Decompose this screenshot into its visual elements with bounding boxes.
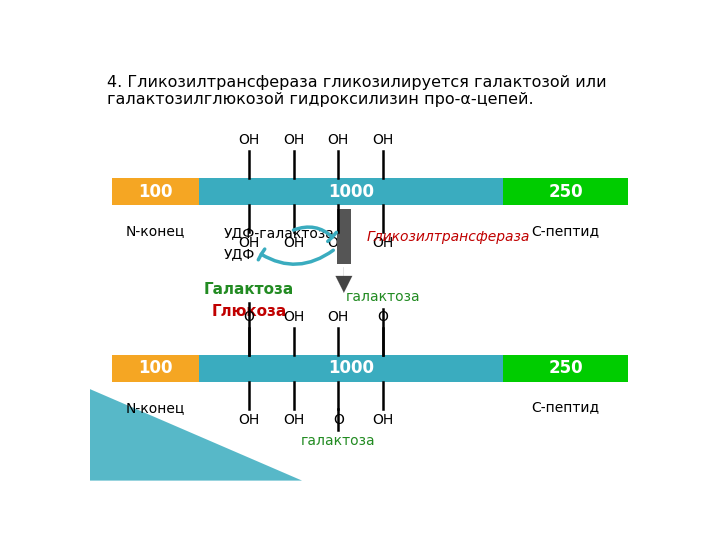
FancyArrowPatch shape (294, 227, 336, 241)
Text: галактозилглюкозой гидроксилизин про-α-цепей.: галактозилглюкозой гидроксилизин про-α-ц… (107, 92, 534, 107)
Text: 100: 100 (138, 183, 173, 201)
Text: 4. Гликозилтрансфераза гликозилируется галактозой или: 4. Гликозилтрансфераза гликозилируется г… (107, 75, 606, 90)
Text: 1000: 1000 (328, 183, 374, 201)
Text: 100: 100 (138, 359, 173, 377)
Bar (112, 178, 199, 205)
Text: O: O (377, 309, 388, 323)
Bar (199, 178, 503, 205)
Text: 250: 250 (549, 359, 583, 377)
Text: ОН: ОН (283, 237, 305, 251)
Bar (112, 355, 199, 382)
FancyArrowPatch shape (258, 249, 333, 264)
Text: N-конец: N-конец (126, 224, 185, 238)
Text: OH: OH (238, 413, 260, 427)
Text: ОН: ОН (283, 133, 305, 147)
Text: УДФ-галактоза: УДФ-галактоза (224, 226, 335, 240)
Polygon shape (90, 389, 302, 481)
Text: O: O (333, 413, 343, 427)
Text: ОН: ОН (372, 133, 394, 147)
Bar (503, 355, 629, 382)
Text: галактоза: галактоза (346, 290, 420, 304)
Bar (503, 178, 629, 205)
Text: O: O (243, 309, 254, 323)
Text: C-пептид: C-пептид (531, 401, 600, 415)
Text: OH: OH (328, 309, 349, 323)
Text: N-конец: N-конец (126, 401, 185, 415)
Text: OH: OH (372, 413, 394, 427)
Text: C-пептид: C-пептид (531, 224, 600, 238)
Text: OH: OH (283, 309, 305, 323)
Text: ОН: ОН (328, 237, 349, 251)
Text: ОН: ОН (238, 133, 260, 147)
Text: 250: 250 (549, 183, 583, 201)
Text: 1000: 1000 (328, 359, 374, 377)
Bar (337, 210, 351, 265)
Text: галактоза: галактоза (301, 434, 376, 448)
Text: Гликозилтрансфераза: Гликозилтрансфераза (366, 231, 530, 245)
Text: ОН: ОН (372, 237, 394, 251)
Text: ОН: ОН (328, 133, 349, 147)
Bar (199, 355, 503, 382)
Text: УДФ: УДФ (224, 247, 256, 261)
Text: Галактоза: Галактоза (204, 281, 294, 296)
Text: ОН: ОН (238, 237, 260, 251)
Text: Глюкоза: Глюкоза (212, 305, 287, 320)
Text: OH: OH (283, 413, 305, 427)
